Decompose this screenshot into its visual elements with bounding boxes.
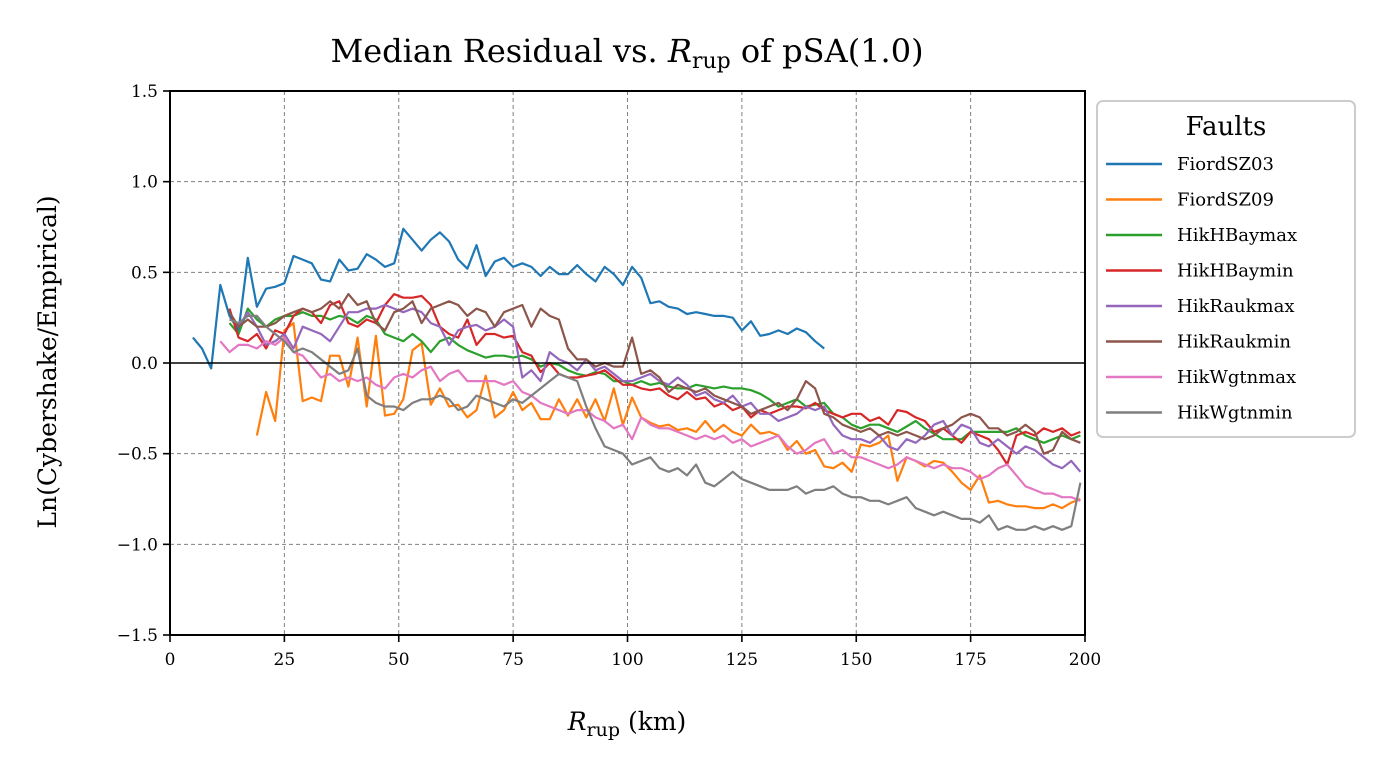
legend-label-hikraukmax: HikRaukmax	[1177, 296, 1295, 317]
series-line-hikwgtnmin	[229, 314, 1082, 531]
x-tick-label: 50	[388, 650, 410, 670]
y-tick-label: 0.5	[131, 263, 158, 283]
y-tick-label: 0.0	[131, 354, 158, 374]
series-line-fiordsz09	[255, 322, 1081, 510]
legend-items: FiordSZ03 FiordSZ09 HikHBaymax HikHBaymin Hi…	[1106, 154, 1297, 424]
legend-label-fiordsz09: FiordSZ09	[1177, 190, 1274, 211]
series-group	[192, 227, 1082, 531]
legend-frame	[1096, 100, 1356, 438]
legend-title: Faults	[1186, 112, 1267, 142]
series-line-hikraukmin	[228, 293, 1081, 455]
x-tick-label: 75	[502, 650, 524, 670]
chart-title: Median Residual vs. Rrup of pSA(1.0)	[330, 32, 923, 74]
legend: Faults FiordSZ03 FiordSZ09 HikHBaymax HikHB…	[1096, 100, 1356, 438]
chart-title-suffix: of pSA(1.0)	[731, 32, 924, 70]
x-tick-label: 150	[840, 650, 872, 670]
y-tick-label: 1.5	[131, 82, 158, 102]
legend-label-hikwgtnmax: HikWgtnmax	[1177, 367, 1296, 388]
x-tick-label: 0	[165, 650, 176, 670]
legend-label-hikraukmin: HikRaukmin	[1177, 332, 1291, 353]
y-tick-label: −1.0	[117, 535, 158, 555]
x-tick-label: 200	[1069, 650, 1101, 670]
chart-title-var: R	[667, 32, 692, 70]
x-axis-label-var: R	[567, 707, 587, 736]
x-tick-label: 175	[954, 650, 986, 670]
series-line-hikraukmax	[237, 303, 1082, 473]
x-tick-label: 100	[611, 650, 643, 670]
y-tick-label: −0.5	[117, 445, 158, 465]
legend-label-hikhbaymin: HikHBaymin	[1177, 261, 1294, 282]
legend-label-fiordsz03: FiordSZ03	[1177, 154, 1274, 175]
y-tick-label: −1.5	[117, 626, 158, 646]
chart-title-sub: rup	[692, 49, 731, 74]
x-tick-label: 125	[726, 650, 758, 670]
x-axis-label-sub: rup	[587, 719, 620, 741]
series-line-hikhbaymin	[228, 293, 1081, 466]
series-line-hikwgtnmax	[219, 336, 1081, 502]
series-line-hikhbaymax	[228, 307, 1081, 444]
x-axis-label-suffix: (km)	[620, 707, 686, 736]
y-axis: −1.5 −1.0 −0.5 0.0 0.5 1.0 1.5	[117, 82, 170, 646]
y-tick-label: 1.0	[131, 173, 158, 193]
x-tick-label: 25	[274, 650, 296, 670]
legend-label-hikwgtnmin: HikWgtnmin	[1177, 403, 1293, 424]
legend-label-hikhbaymax: HikHBaymax	[1177, 225, 1297, 246]
chart-title-prefix: Median Residual vs.	[330, 32, 667, 70]
x-axis-label: Rrup (km)	[567, 707, 687, 741]
x-axis: 0 25 50 75 100 125 150 175 200	[165, 635, 1101, 670]
series-line-fiordsz03	[192, 227, 825, 370]
y-axis-label: Ln(Cybershake/Empirical)	[33, 195, 62, 528]
